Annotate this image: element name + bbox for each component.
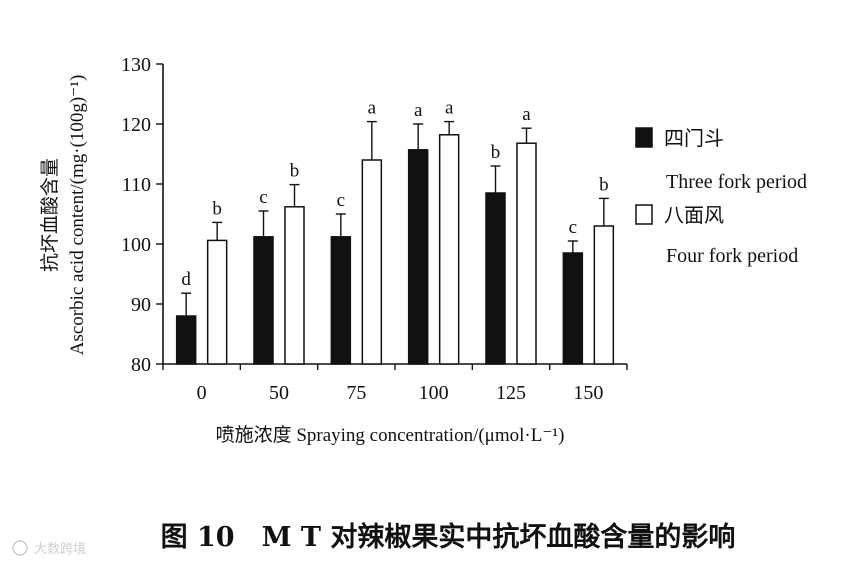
- y-axis-title-cn: 抗坏血酸含量: [39, 158, 61, 272]
- y-tick-label: 90: [131, 294, 151, 316]
- watermark: 大数跨境: [12, 540, 86, 557]
- significance-label: c: [569, 217, 577, 238]
- x-axis-title: 喷施浓度 Spraying concentration/(μmol·L⁻¹): [216, 424, 565, 446]
- bar-three-fork: [330, 236, 352, 365]
- x-tick-label: 50: [269, 382, 289, 404]
- bar-four-fork: [284, 206, 305, 365]
- watermark-text: 大数跨境: [34, 542, 86, 557]
- significance-label: c: [259, 187, 267, 208]
- y-axis-title: 抗坏血酸含量 Ascorbic acid content/(mg·(100g)⁻…: [39, 75, 88, 356]
- watermark-logo-icon: [12, 540, 28, 556]
- legend-label-four-fork-cn: 八面风: [664, 205, 724, 227]
- significance-label: a: [368, 98, 377, 119]
- legend-label-four-fork-en: Four fork period: [666, 245, 798, 267]
- x-tick-label: 150: [573, 382, 603, 404]
- significance-label: c: [337, 190, 345, 211]
- significance-label: b: [212, 198, 222, 219]
- bar-four-fork: [206, 239, 228, 365]
- significance-label: b: [491, 142, 501, 163]
- x-tick-label: 125: [496, 382, 526, 404]
- significance-label: d: [181, 269, 191, 290]
- bar-three-fork: [407, 149, 429, 365]
- legend-swatch-three-fork: [635, 127, 653, 148]
- bar-four-fork: [593, 225, 615, 365]
- y-axis-title-en: Ascorbic acid content/(mg·(100g)⁻¹): [67, 75, 88, 356]
- bar-three-fork: [253, 236, 274, 365]
- bar-three-fork: [175, 315, 197, 365]
- bar-four-fork: [438, 134, 460, 365]
- y-tick-label: 130: [121, 54, 151, 76]
- bar-three-fork: [562, 252, 584, 365]
- significance-label: b: [290, 161, 300, 182]
- legend-label-three-fork-en: Three fork period: [666, 171, 807, 193]
- significance-label: b: [599, 174, 609, 195]
- significance-label: a: [414, 100, 423, 121]
- significance-label: a: [445, 98, 454, 119]
- y-tick-label: 120: [121, 114, 151, 136]
- legend-label-three-fork-cn: 四门斗: [664, 127, 724, 150]
- y-tick-label: 100: [121, 234, 151, 256]
- bar-four-fork: [361, 159, 383, 365]
- legend: 四门斗 Three fork period 八面风 Four fork peri…: [635, 127, 807, 267]
- significance-label: a: [522, 104, 531, 125]
- bar-four-fork: [516, 142, 537, 365]
- figure-caption: 图 10 M T 对辣椒果实中抗坏血酸含量的影响: [161, 521, 736, 553]
- legend-swatch-four-fork: [635, 204, 653, 225]
- x-tick-label: 100: [419, 382, 449, 404]
- y-tick-label: 80: [131, 354, 151, 376]
- bar-three-fork: [485, 192, 506, 365]
- y-tick-label: 110: [122, 174, 151, 196]
- x-tick-label: 75: [346, 382, 366, 404]
- x-tick-label: 0: [197, 382, 207, 404]
